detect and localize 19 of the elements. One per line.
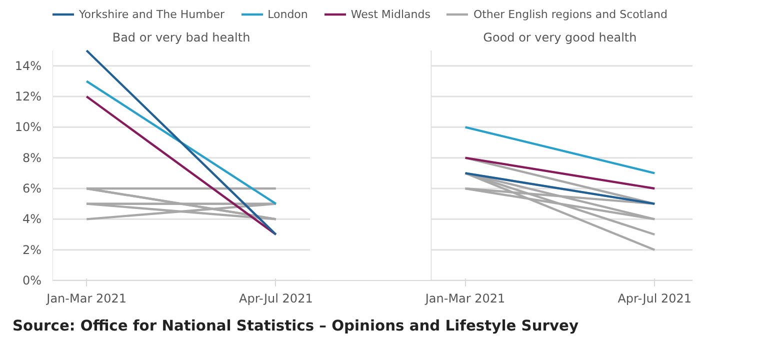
legend-label: London: [268, 8, 308, 20]
x-tick-label: Jan-Mar 2021: [424, 292, 506, 306]
source-note: Source: Office for National Statistics – Opinions and Lifestyle Survey: [12, 318, 579, 334]
y-tick-label: 0%: [22, 274, 42, 288]
legend-label: Yorkshire and The Humber: [79, 8, 225, 20]
chart-title: Good or very good health: [483, 30, 637, 44]
legend-label: Other English regions and Scotland: [473, 8, 668, 20]
x-tick-label: Jan-Mar 2021: [46, 292, 126, 306]
y-tick-label: 12%: [14, 90, 42, 104]
y-tick-label: 6%: [22, 182, 42, 196]
y-tick-label: 2%: [22, 242, 42, 257]
chart-title: Bad or very bad health: [112, 30, 250, 44]
x-tick-label: Apr-Jul 2021: [239, 292, 313, 306]
legend-label: West Midlands: [350, 8, 430, 20]
x-tick-label: Apr-Jul 2021: [618, 292, 692, 306]
y-tick-label: 8%: [22, 150, 42, 165]
y-tick-label: 10%: [14, 120, 42, 134]
y-tick-label: 4%: [22, 212, 42, 226]
y-tick-label: 14%: [14, 58, 42, 73]
